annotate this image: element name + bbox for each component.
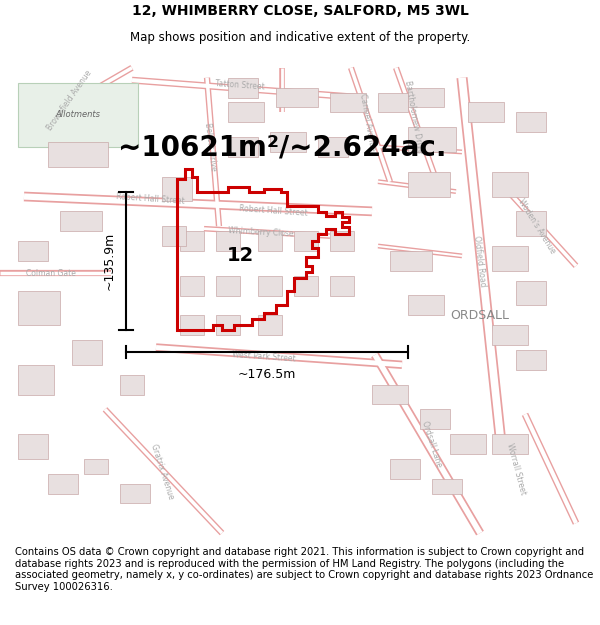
- Text: Robert Hall Street: Robert Hall Street: [238, 204, 308, 218]
- Bar: [294, 276, 318, 296]
- Text: Tatton Street: Tatton Street: [215, 79, 265, 92]
- Bar: [294, 231, 318, 251]
- Bar: [18, 82, 138, 147]
- Text: Gratrix Avenue: Gratrix Avenue: [149, 442, 175, 500]
- Bar: [180, 231, 204, 251]
- Bar: [516, 112, 546, 132]
- Text: Ordsall Lane: Ordsall Lane: [421, 420, 443, 468]
- Text: Allotments: Allotments: [56, 111, 101, 119]
- Text: Contains OS data © Crown copyright and database right 2021. This information is : Contains OS data © Crown copyright and d…: [15, 547, 593, 592]
- Text: ~135.9m: ~135.9m: [103, 232, 116, 290]
- Bar: [270, 132, 306, 152]
- Bar: [84, 459, 108, 474]
- Bar: [492, 434, 528, 454]
- Bar: [516, 281, 546, 306]
- Bar: [216, 315, 240, 335]
- Bar: [258, 276, 282, 296]
- Bar: [180, 276, 204, 296]
- Bar: [516, 350, 546, 370]
- Text: Bartholomew Drive: Bartholomew Drive: [403, 80, 425, 154]
- Bar: [216, 231, 240, 251]
- Bar: [492, 172, 528, 196]
- Bar: [180, 315, 204, 335]
- Bar: [330, 231, 354, 251]
- Bar: [228, 102, 264, 122]
- Text: Robert Hall Street: Robert Hall Street: [115, 192, 185, 206]
- Bar: [390, 251, 432, 271]
- Bar: [216, 276, 240, 296]
- Bar: [408, 127, 456, 152]
- Bar: [276, 88, 318, 108]
- Bar: [318, 137, 348, 157]
- Text: 12, WHIMBERRY CLOSE, SALFORD, M5 3WL: 12, WHIMBERRY CLOSE, SALFORD, M5 3WL: [131, 4, 469, 18]
- Bar: [48, 142, 108, 167]
- Bar: [48, 474, 78, 494]
- Text: Worrall Street: Worrall Street: [505, 442, 527, 496]
- Text: Carmel Avenue: Carmel Avenue: [358, 93, 377, 152]
- Bar: [408, 88, 444, 108]
- Bar: [390, 459, 420, 479]
- Text: ~10621m²/~2.624ac.: ~10621m²/~2.624ac.: [118, 133, 446, 161]
- Bar: [378, 92, 408, 112]
- Bar: [432, 479, 462, 494]
- Bar: [18, 291, 60, 325]
- Bar: [492, 246, 528, 271]
- Text: West Park Street: West Park Street: [232, 349, 296, 363]
- Text: Brownfield Avenue: Brownfield Avenue: [45, 68, 93, 132]
- Bar: [162, 177, 192, 201]
- Bar: [420, 409, 450, 429]
- Bar: [18, 241, 48, 261]
- Bar: [408, 172, 450, 196]
- Bar: [330, 276, 354, 296]
- Text: 12: 12: [226, 246, 254, 266]
- Text: Woden's Avenue: Woden's Avenue: [517, 198, 557, 255]
- Bar: [258, 315, 282, 335]
- Bar: [330, 92, 366, 112]
- Text: Colman Gate: Colman Gate: [26, 269, 76, 278]
- Text: Oldfield Road: Oldfield Road: [472, 235, 488, 287]
- Text: Belfort Drive: Belfort Drive: [203, 122, 217, 172]
- Bar: [120, 484, 150, 503]
- Bar: [18, 434, 48, 459]
- Bar: [408, 296, 444, 315]
- Bar: [72, 340, 102, 365]
- Bar: [228, 137, 258, 157]
- Text: ORDSALL: ORDSALL: [451, 309, 509, 322]
- Bar: [468, 102, 504, 122]
- Bar: [372, 384, 408, 404]
- Bar: [60, 211, 102, 231]
- Bar: [492, 325, 528, 345]
- Bar: [228, 78, 258, 98]
- Text: ~176.5m: ~176.5m: [238, 368, 296, 381]
- Bar: [450, 434, 486, 454]
- Bar: [258, 231, 282, 251]
- Text: Whimberry Close: Whimberry Close: [228, 226, 294, 238]
- Bar: [516, 211, 546, 236]
- Bar: [120, 375, 144, 394]
- Bar: [18, 365, 54, 394]
- Bar: [162, 226, 186, 246]
- Text: Map shows position and indicative extent of the property.: Map shows position and indicative extent…: [130, 31, 470, 44]
